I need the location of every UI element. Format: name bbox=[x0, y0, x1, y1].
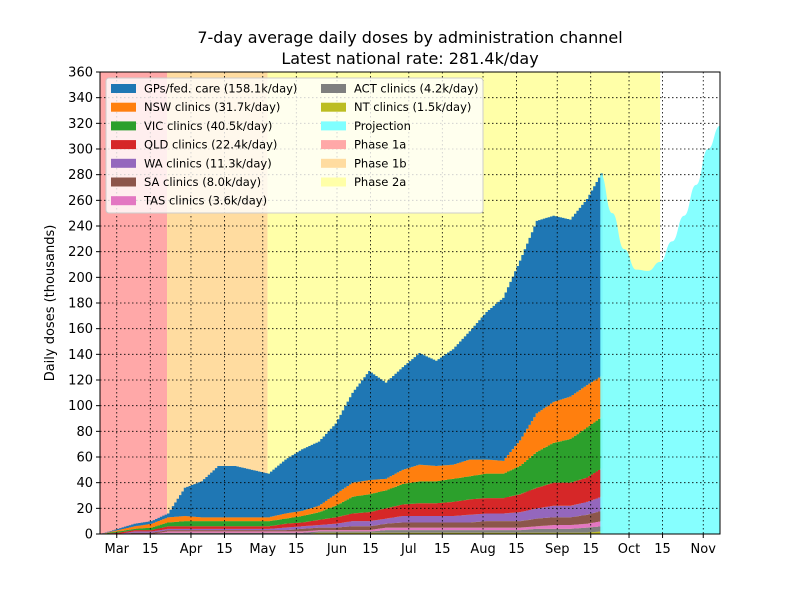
area-act bbox=[100, 526, 603, 534]
x-tick-label: 15 bbox=[288, 542, 305, 557]
y-tick-label: 260 bbox=[68, 194, 93, 209]
area-nt bbox=[100, 531, 603, 534]
x-tick-label: 15 bbox=[508, 542, 525, 557]
legend-swatch bbox=[111, 121, 136, 131]
legend-label: TAS clinics (3.6k/day) bbox=[143, 194, 267, 208]
y-tick-label: 340 bbox=[68, 91, 93, 106]
legend-swatch bbox=[111, 102, 136, 112]
legend-label: NT clinics (1.5k/day) bbox=[354, 100, 471, 114]
legend-swatch bbox=[111, 84, 136, 93]
y-tick-label: 60 bbox=[76, 451, 93, 466]
legend-label: GPs/fed. care (158.1k/day) bbox=[144, 82, 297, 96]
x-tick-label: Apr bbox=[180, 542, 203, 557]
legend-label: NSW clinics (31.7k/day) bbox=[144, 100, 280, 114]
legend-swatch bbox=[111, 140, 136, 150]
x-tick-label: 15 bbox=[654, 542, 671, 557]
y-tick-label: 240 bbox=[68, 220, 93, 235]
chart-title: 7-day average daily doses by administrat… bbox=[197, 28, 622, 47]
y-axis-label: Daily doses (thousands) bbox=[43, 225, 58, 382]
y-tick-label: 200 bbox=[68, 271, 93, 286]
legend-swatch bbox=[111, 177, 136, 187]
y-tick-label: 40 bbox=[76, 476, 93, 491]
legend-swatch bbox=[111, 196, 136, 206]
area-projection bbox=[600, 125, 720, 535]
y-tick-label: 80 bbox=[76, 425, 93, 440]
legend-swatch bbox=[321, 121, 346, 131]
x-tick-label: Mar bbox=[104, 542, 129, 557]
x-axis-ticks: Mar 15 Apr 15 May 15 Jun 15 Jul 15 Aug 15 Sep 15 Oct 15… bbox=[104, 534, 716, 557]
legend-swatch bbox=[321, 140, 346, 150]
y-tick-label: 140 bbox=[68, 348, 93, 363]
x-tick-label: 15 bbox=[582, 542, 599, 557]
legend-swatch bbox=[111, 158, 136, 168]
y-tick-label: 360 bbox=[68, 66, 93, 81]
legend-label: QLD clinics (22.4k/day) bbox=[144, 138, 277, 152]
x-tick-label: Sep bbox=[545, 542, 570, 557]
x-tick-label: Nov bbox=[691, 542, 717, 557]
y-tick-label: 0 bbox=[85, 528, 93, 543]
chart-subtitle: Latest national rate: 281.4k/day bbox=[281, 49, 538, 68]
x-tick-label: May bbox=[249, 542, 276, 557]
legend-label: Phase 2a bbox=[354, 175, 406, 189]
legend-swatch bbox=[321, 177, 346, 187]
legend: GPs/fed. care (158.1k/day) NSW clinics (3… bbox=[105, 77, 484, 214]
legend-box bbox=[105, 77, 484, 214]
legend-swatch bbox=[321, 102, 346, 112]
y-tick-label: 120 bbox=[68, 374, 93, 389]
y-tick-label: 20 bbox=[76, 502, 93, 517]
legend-label: ACT clinics (4.2k/day) bbox=[354, 82, 479, 96]
area-vic bbox=[100, 417, 603, 534]
legend-label: SA clinics (8.0k/day) bbox=[144, 175, 261, 189]
area-sa bbox=[100, 510, 603, 534]
x-tick-label: 15 bbox=[216, 542, 233, 557]
x-tick-label: 15 bbox=[362, 542, 379, 557]
legend-label: WA clinics (11.3k/day) bbox=[144, 156, 272, 170]
area-wa bbox=[100, 496, 603, 534]
y-tick-label: 300 bbox=[68, 143, 93, 158]
y-tick-label: 100 bbox=[68, 399, 93, 414]
area-series bbox=[100, 125, 720, 535]
legend-label: Projection bbox=[354, 119, 411, 133]
area-qld bbox=[100, 468, 603, 534]
y-tick-label: 280 bbox=[68, 168, 93, 183]
y-tick-label: 320 bbox=[68, 117, 93, 132]
y-axis-ticks: 0 20 40 60 80 100 120 140 160 180 200 220 240 260 280 3… bbox=[68, 66, 100, 543]
x-tick-label: Oct bbox=[618, 542, 640, 557]
x-tick-label: Aug bbox=[470, 542, 495, 557]
legend-swatch bbox=[321, 158, 346, 168]
area-gpsfed bbox=[100, 173, 603, 534]
y-tick-label: 160 bbox=[68, 322, 93, 337]
legend-label: VIC clinics (40.5k/day) bbox=[144, 119, 272, 133]
y-tick-label: 220 bbox=[68, 245, 93, 260]
legend-label: Phase 1a bbox=[354, 138, 406, 152]
legend-swatch bbox=[321, 84, 346, 93]
x-tick-label: 15 bbox=[142, 542, 159, 557]
x-tick-label: Jul bbox=[400, 542, 417, 557]
area-tas bbox=[100, 521, 603, 534]
legend-label: Phase 1b bbox=[354, 156, 407, 170]
y-tick-label: 180 bbox=[68, 297, 93, 312]
x-tick-label: Jun bbox=[326, 542, 347, 557]
x-tick-label: 15 bbox=[434, 542, 451, 557]
